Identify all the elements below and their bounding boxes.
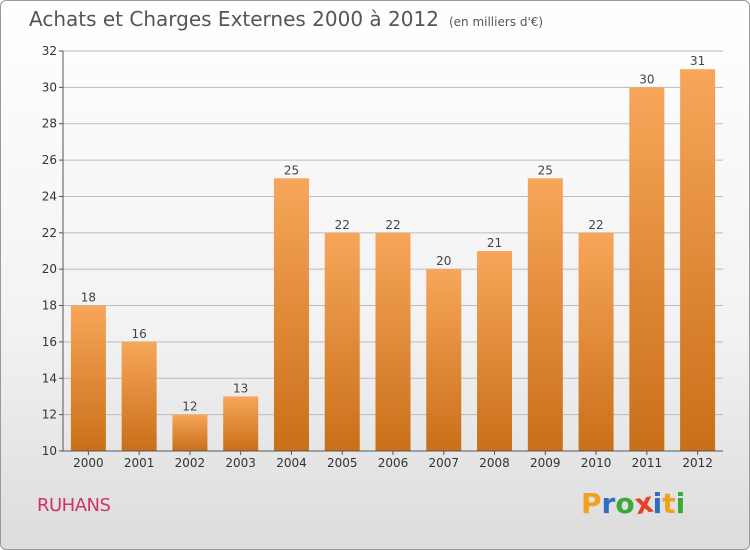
y-tick-label: 18 bbox=[42, 299, 57, 313]
x-tick-label-2006: 2006 bbox=[378, 456, 409, 470]
logo-letter: r bbox=[601, 487, 616, 520]
y-tick-label: 26 bbox=[42, 153, 57, 167]
x-tick-label-2010: 2010 bbox=[581, 456, 612, 470]
x-tick-label-2007: 2007 bbox=[428, 456, 459, 470]
proxiti-logo: Proxiti bbox=[581, 486, 686, 522]
x-tick-label-2008: 2008 bbox=[479, 456, 510, 470]
logo-letter: i bbox=[652, 487, 663, 520]
chart-unit: (en milliers d'€) bbox=[448, 15, 544, 29]
data-label-2007: 20 bbox=[436, 254, 451, 268]
x-tick-label-2012: 2012 bbox=[682, 456, 713, 470]
bar-2005 bbox=[324, 232, 360, 451]
logo-letter: i bbox=[675, 487, 686, 520]
x-tick-label-2004: 2004 bbox=[276, 456, 307, 470]
bar-2006 bbox=[375, 232, 411, 451]
bar-2011 bbox=[629, 87, 665, 451]
y-tick-label: 30 bbox=[42, 80, 57, 94]
data-label-2009: 25 bbox=[538, 163, 553, 177]
data-label-2002: 12 bbox=[182, 400, 197, 414]
bar-2010 bbox=[578, 232, 614, 451]
data-label-2006: 22 bbox=[385, 218, 400, 232]
logo-letter: P bbox=[581, 487, 602, 520]
y-tick-label: 20 bbox=[42, 262, 57, 276]
logo-letter: o bbox=[615, 487, 635, 520]
chart-title: Achats et Charges Externes 2000 à 2012 bbox=[29, 7, 439, 31]
data-label-2005: 22 bbox=[335, 218, 350, 232]
y-tick-label: 24 bbox=[42, 189, 57, 203]
data-label-2012: 31 bbox=[690, 54, 705, 68]
data-label-2001: 16 bbox=[132, 327, 147, 341]
data-label-2000: 18 bbox=[81, 291, 96, 305]
y-tick-label: 28 bbox=[42, 117, 57, 131]
data-label-2010: 22 bbox=[588, 218, 603, 232]
x-tick-label-2009: 2009 bbox=[530, 456, 561, 470]
x-tick-label-2005: 2005 bbox=[327, 456, 358, 470]
y-tick-label: 22 bbox=[42, 226, 57, 240]
bar-2007 bbox=[426, 269, 462, 451]
x-tick-label-2011: 2011 bbox=[632, 456, 663, 470]
bar-2012 bbox=[680, 69, 716, 451]
bars-layer: 18 16 12 13 25 22 22 20 21 25 22 30 31 bbox=[70, 54, 716, 452]
y-tick-label: 10 bbox=[42, 444, 57, 458]
bar-2009 bbox=[527, 178, 563, 452]
y-tick-label: 14 bbox=[42, 371, 57, 385]
x-tick-label-2000: 2000 bbox=[73, 456, 104, 470]
data-label-2004: 25 bbox=[284, 163, 299, 177]
y-tick-label: 16 bbox=[42, 335, 57, 349]
chart-title-block: Achats et Charges Externes 2000 à 2012 (e… bbox=[29, 7, 543, 31]
x-tick-label-2003: 2003 bbox=[225, 456, 256, 470]
bar-2004 bbox=[273, 178, 309, 452]
bar-2000 bbox=[70, 305, 106, 451]
data-label-2011: 30 bbox=[639, 72, 654, 86]
bar-2001 bbox=[121, 341, 157, 451]
axis-layer: 10 12 14 16 18 20 22 24 26 28 30 32 2000 2001 2002 2003… bbox=[42, 44, 723, 470]
bar-2003 bbox=[223, 396, 259, 451]
data-label-2003: 13 bbox=[233, 381, 248, 395]
y-tick-label: 12 bbox=[42, 408, 57, 422]
x-tick-label-2002: 2002 bbox=[175, 456, 206, 470]
logo-letter: t bbox=[662, 487, 676, 520]
x-tick-label-2001: 2001 bbox=[124, 456, 155, 470]
data-label-2008: 21 bbox=[487, 236, 502, 250]
bar-2002 bbox=[172, 414, 208, 451]
place-name: RUHANS bbox=[37, 495, 111, 516]
y-tick-label: 32 bbox=[42, 44, 57, 58]
bar-2008 bbox=[477, 251, 513, 451]
